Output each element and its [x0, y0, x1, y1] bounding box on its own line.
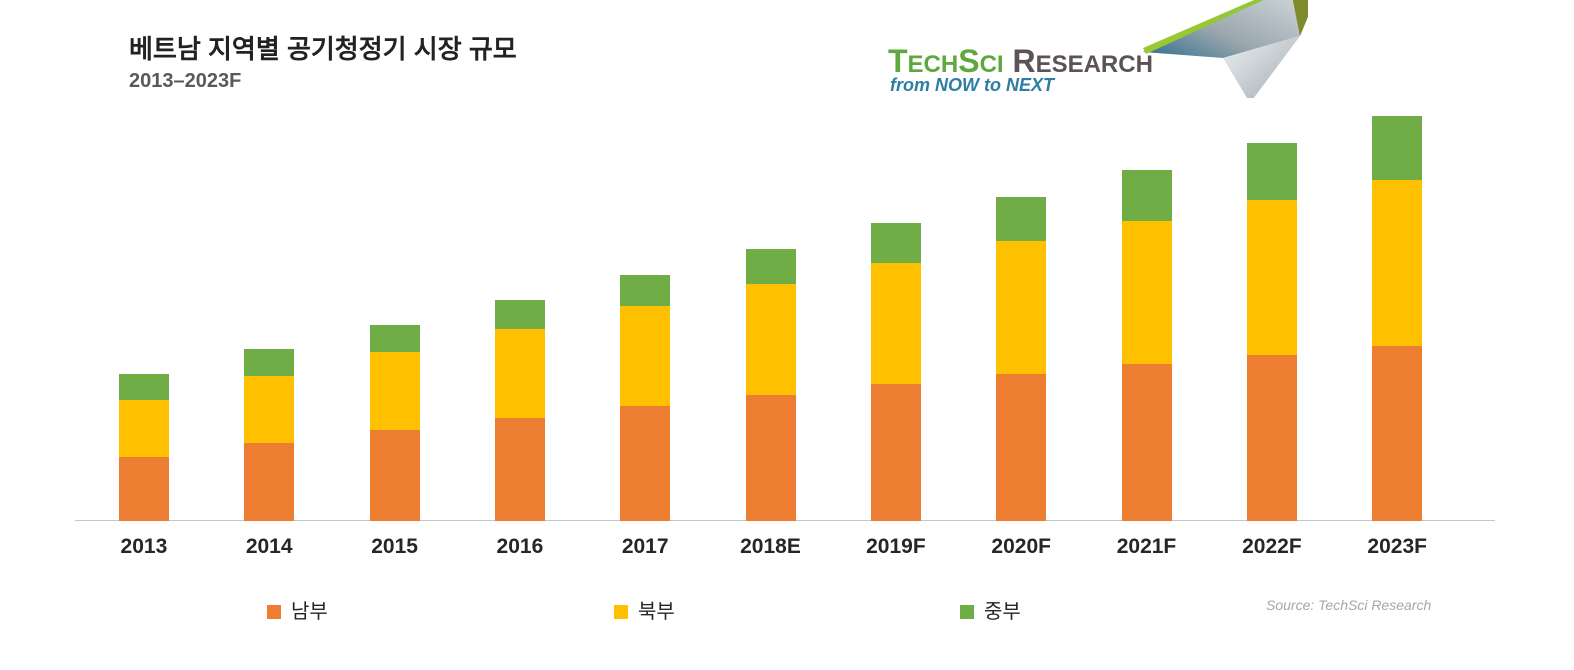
svg-text:from NOW to NEXT: from NOW to NEXT: [890, 75, 1056, 95]
svg-text:TECHSCI RESEARCH: TECHSCI RESEARCH: [888, 43, 1153, 79]
